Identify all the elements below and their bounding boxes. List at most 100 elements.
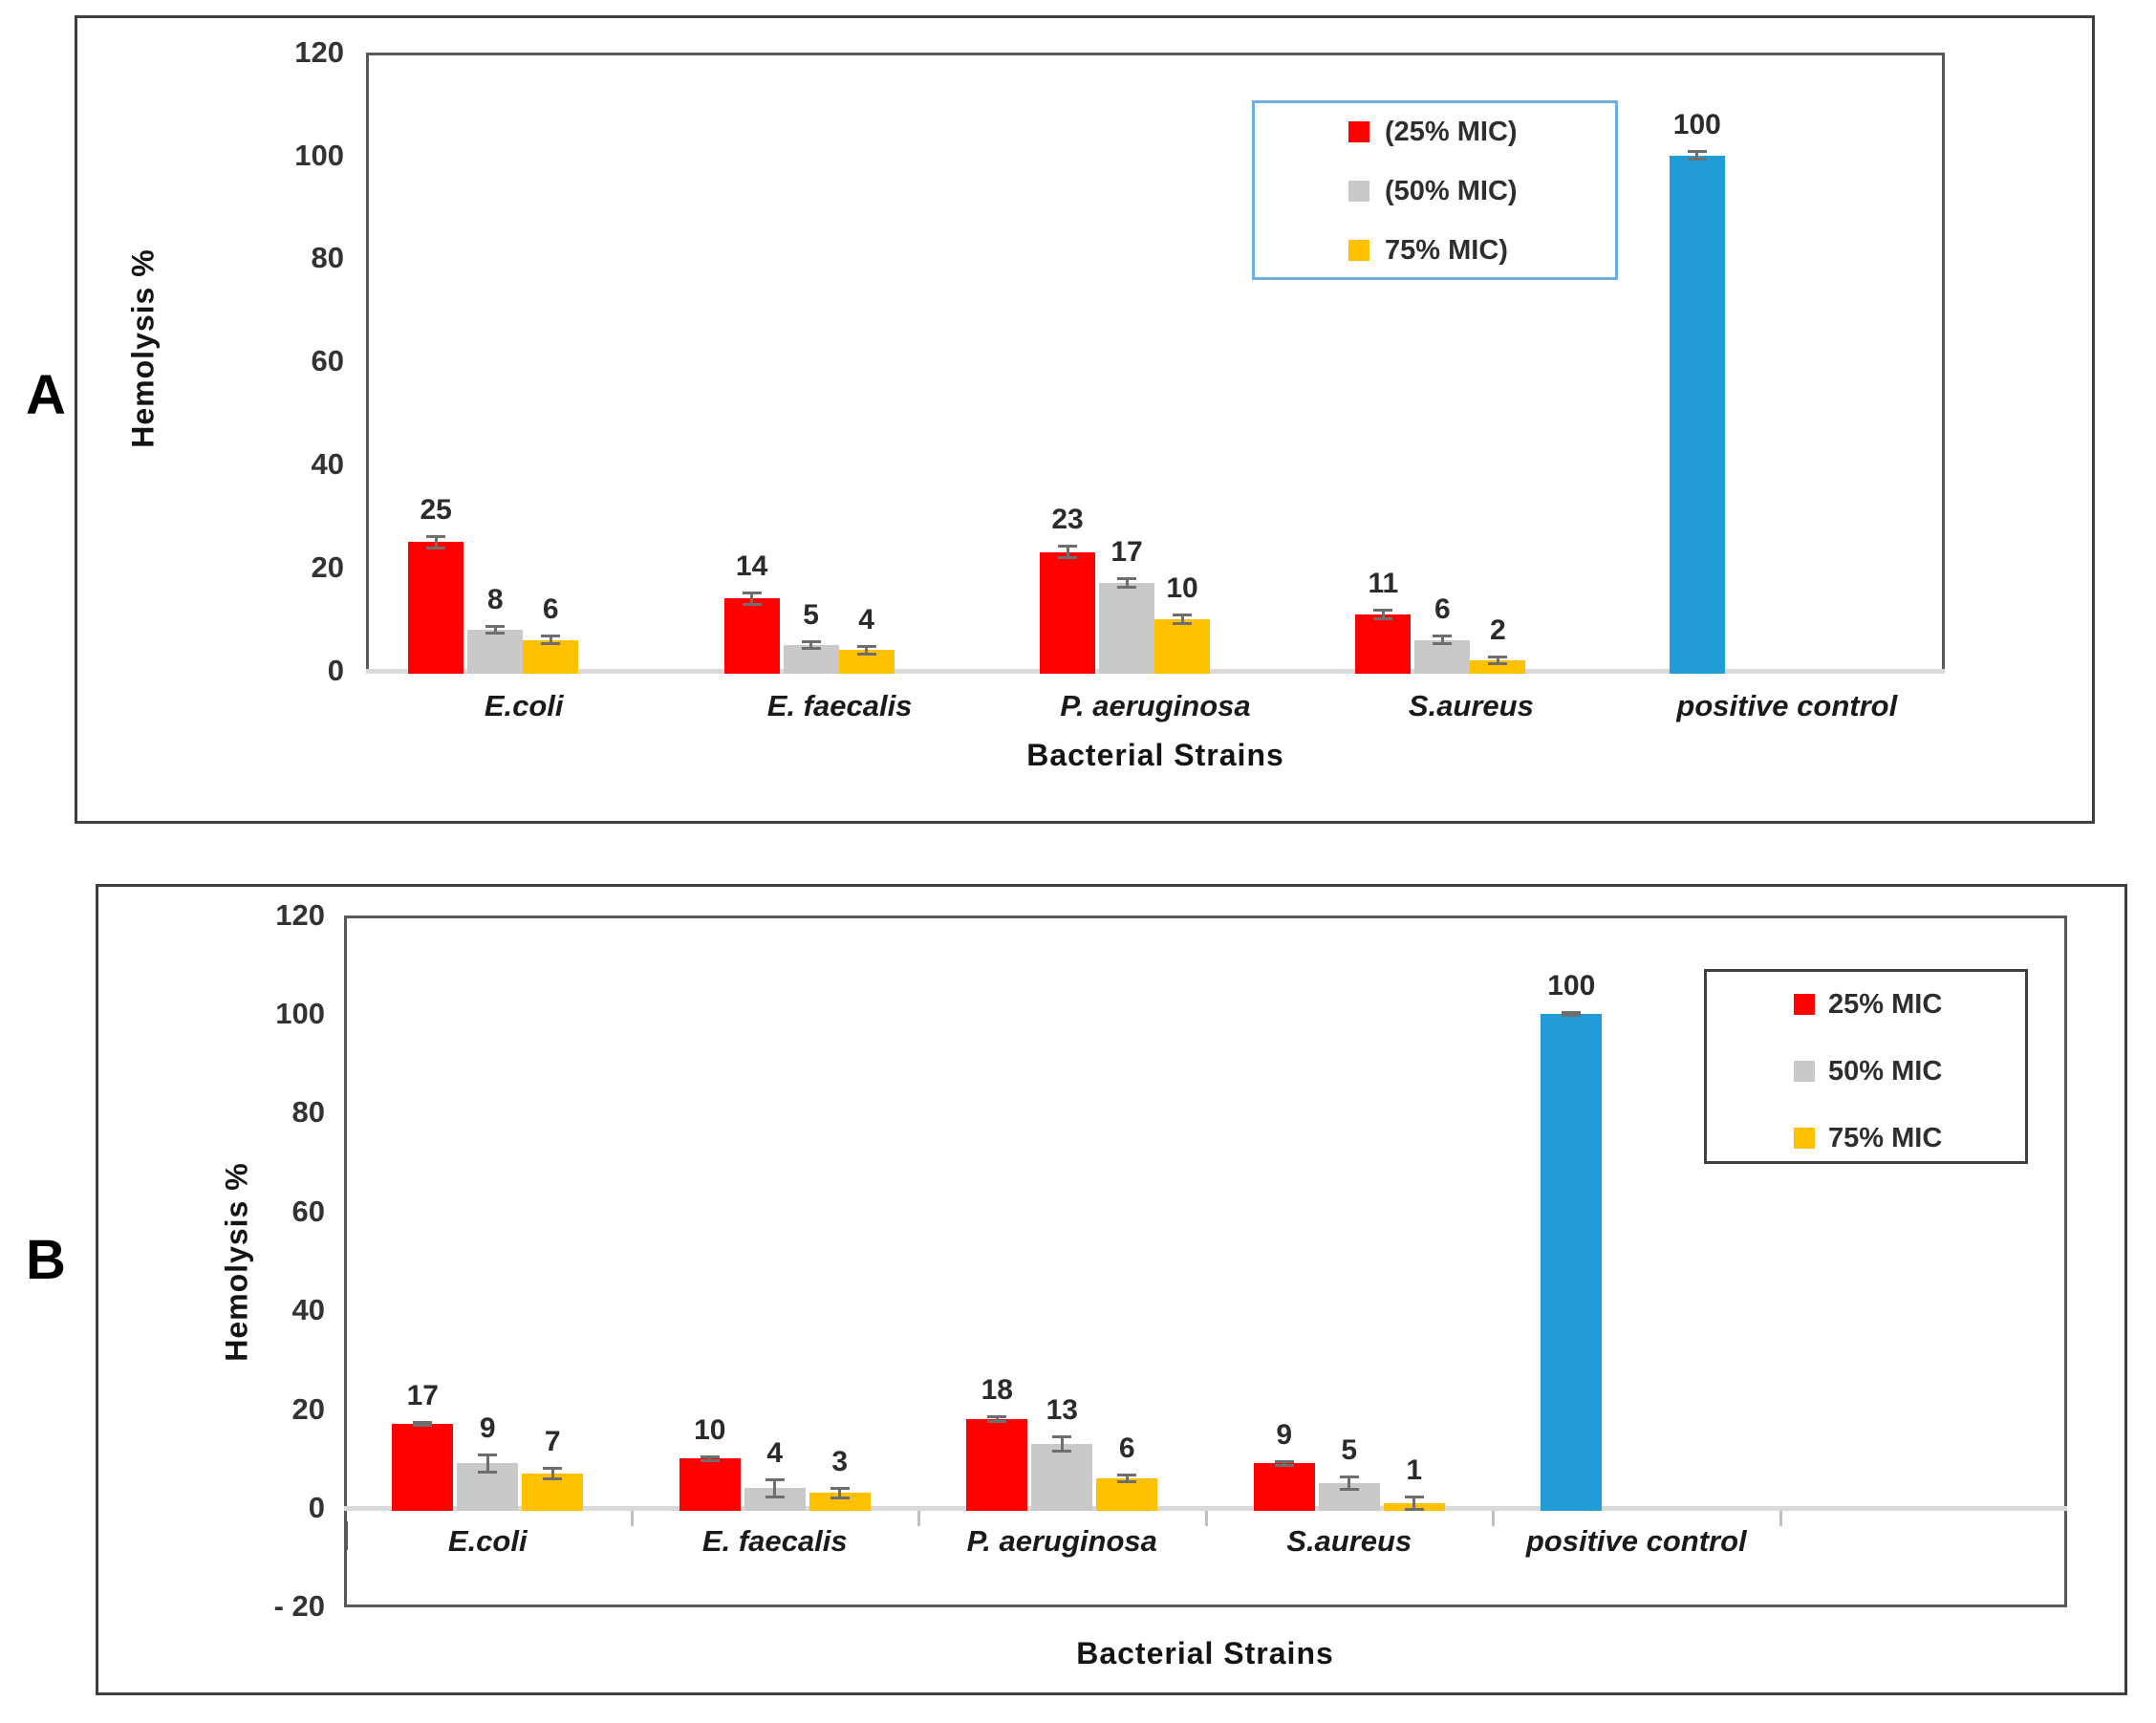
panel-b-letter: B bbox=[26, 1229, 66, 1291]
y-tick-label: 80 bbox=[291, 1095, 325, 1130]
error-bar-stem bbox=[1496, 657, 1499, 664]
y-tick-label: 20 bbox=[291, 1391, 325, 1426]
error-bar-stem bbox=[1125, 1474, 1129, 1483]
legend-label: 75% MIC) bbox=[1385, 234, 1508, 266]
error-bar-cap-bottom bbox=[1173, 621, 1192, 625]
bar-value-label: 10 bbox=[1166, 572, 1198, 605]
error-bar-cap-top bbox=[765, 1478, 785, 1481]
bar-value-label: 4 bbox=[858, 604, 874, 636]
y-tick-label: 100 bbox=[275, 997, 325, 1030]
bar-value-label: 23 bbox=[1051, 504, 1084, 536]
error-bar-stem bbox=[550, 1467, 554, 1479]
bar-50-mic-2 bbox=[1099, 583, 1154, 674]
bar-25-mic-3 bbox=[1355, 614, 1412, 674]
bar-75-mic-2 bbox=[1154, 619, 1210, 674]
legend-label: 25% MIC bbox=[1828, 988, 1943, 1020]
bar-value-label: 9 bbox=[1276, 1419, 1293, 1452]
y-tick-label: 120 bbox=[294, 34, 344, 69]
category-label: S.aureus bbox=[1408, 689, 1534, 722]
error-bar-cap-top bbox=[541, 634, 561, 637]
error-bar-cap-top bbox=[1339, 1475, 1359, 1479]
bar-value-label: 17 bbox=[1110, 536, 1143, 569]
error-bar-cap-top bbox=[413, 1421, 433, 1425]
legend-row: 25% MIC bbox=[1794, 988, 1943, 1020]
panel-a-letter: A bbox=[26, 364, 66, 426]
error-bar-stem bbox=[1066, 546, 1069, 559]
error-bar-cap-bottom bbox=[700, 1458, 720, 1462]
error-bar-cap-top bbox=[742, 592, 762, 594]
bar-value-label: 9 bbox=[479, 1412, 496, 1445]
bar-50-mic-2 bbox=[1031, 1443, 1093, 1511]
bar-positive-control-4 bbox=[1669, 155, 1725, 674]
error-bar-cap-bottom bbox=[1052, 1449, 1072, 1453]
error-bar-stem bbox=[750, 592, 754, 605]
error-bar-stem bbox=[838, 1488, 842, 1498]
bar-value-label: 3 bbox=[831, 1446, 849, 1478]
error-bar-stem bbox=[420, 1422, 424, 1427]
error-bar-cap-top bbox=[1687, 150, 1707, 154]
category-label: E.coli bbox=[484, 689, 564, 722]
error-bar-cap-top bbox=[1373, 608, 1393, 612]
x-axis-title-a: Bacterial Strains bbox=[1026, 738, 1284, 772]
error-bar-cap-bottom bbox=[543, 1477, 563, 1480]
bar-value-label: 1 bbox=[1406, 1454, 1423, 1487]
error-bar-cap-top bbox=[1058, 545, 1077, 549]
error-bar-stem bbox=[434, 535, 438, 549]
category-label: positive control bbox=[1676, 689, 1898, 722]
category-boundary-tick bbox=[1204, 1511, 1208, 1526]
legend-row: 75% MIC bbox=[1794, 1123, 1942, 1153]
error-bar-cap-top bbox=[1052, 1435, 1072, 1439]
y-tick-label: 0 bbox=[327, 654, 344, 687]
category-boundary-tick bbox=[917, 1511, 920, 1526]
legend-swatch-icon bbox=[1348, 121, 1369, 142]
error-bar-stem bbox=[1180, 614, 1184, 624]
error-bar-cap-bottom bbox=[1339, 1487, 1359, 1491]
bar-value-label: 14 bbox=[735, 550, 768, 582]
error-bar-cap-bottom bbox=[856, 652, 876, 656]
legend-row: (50% MIC) bbox=[1348, 176, 1518, 206]
error-bar-cap-top bbox=[856, 645, 876, 649]
y-tick-label: 0 bbox=[308, 1491, 325, 1524]
legend-swatch-icon bbox=[1348, 181, 1369, 202]
error-bar-stem bbox=[549, 635, 552, 645]
error-bar-stem bbox=[1125, 578, 1129, 589]
y-tick-label: 60 bbox=[291, 1194, 325, 1228]
y-tick-label: 20 bbox=[311, 550, 344, 585]
error-bar-cap-top bbox=[1173, 614, 1192, 617]
category-label: P. aeruginosa bbox=[1060, 689, 1251, 722]
plot-border-top bbox=[344, 915, 2067, 918]
bar-25-mic-1 bbox=[679, 1458, 741, 1511]
legend-swatch-icon bbox=[1794, 1061, 1815, 1082]
bar-value-label: 13 bbox=[1046, 1394, 1078, 1427]
plot-border-right bbox=[1942, 53, 1945, 671]
y-tick-label: 120 bbox=[275, 897, 325, 932]
y-tick-label: 40 bbox=[291, 1293, 325, 1327]
bar-50-mic-0 bbox=[467, 629, 524, 674]
legend-row: 50% MIC bbox=[1794, 1056, 1942, 1087]
error-bar-cap-bottom bbox=[478, 1470, 498, 1474]
error-bar-cap-bottom bbox=[413, 1424, 433, 1428]
category-boundary-tick bbox=[1779, 1511, 1782, 1526]
plot-border-left bbox=[344, 915, 347, 1607]
error-bar-cap-top bbox=[1117, 577, 1136, 581]
error-bar-cap-top bbox=[830, 1487, 850, 1491]
error-bar-cap-top bbox=[1404, 1496, 1424, 1499]
error-bar-cap-bottom bbox=[1058, 556, 1077, 560]
error-bar-cap-top bbox=[1488, 656, 1508, 659]
error-bar-cap-top bbox=[700, 1454, 720, 1458]
x-axis-title-b: Bacterial Strains bbox=[1076, 1636, 1334, 1670]
error-bar-cap-bottom bbox=[1433, 641, 1453, 645]
bar-75-mic-0 bbox=[523, 639, 579, 674]
category-label: P. aeruginosa bbox=[966, 1524, 1157, 1558]
error-bar-stem bbox=[1695, 151, 1699, 160]
bar-75-mic-1 bbox=[808, 1493, 871, 1511]
bar-value-label: 10 bbox=[694, 1413, 726, 1446]
bar-value-label: 6 bbox=[1434, 593, 1451, 626]
plot-border-left bbox=[366, 53, 369, 671]
error-bar-cap-top bbox=[1117, 1473, 1137, 1476]
category-label: E. faecalis bbox=[701, 1524, 848, 1558]
error-bar-cap-bottom bbox=[541, 642, 561, 646]
plot-border-bottom bbox=[344, 1605, 2067, 1607]
legend-label: (25% MIC) bbox=[1385, 116, 1518, 147]
bar-50-mic-1 bbox=[744, 1488, 806, 1511]
